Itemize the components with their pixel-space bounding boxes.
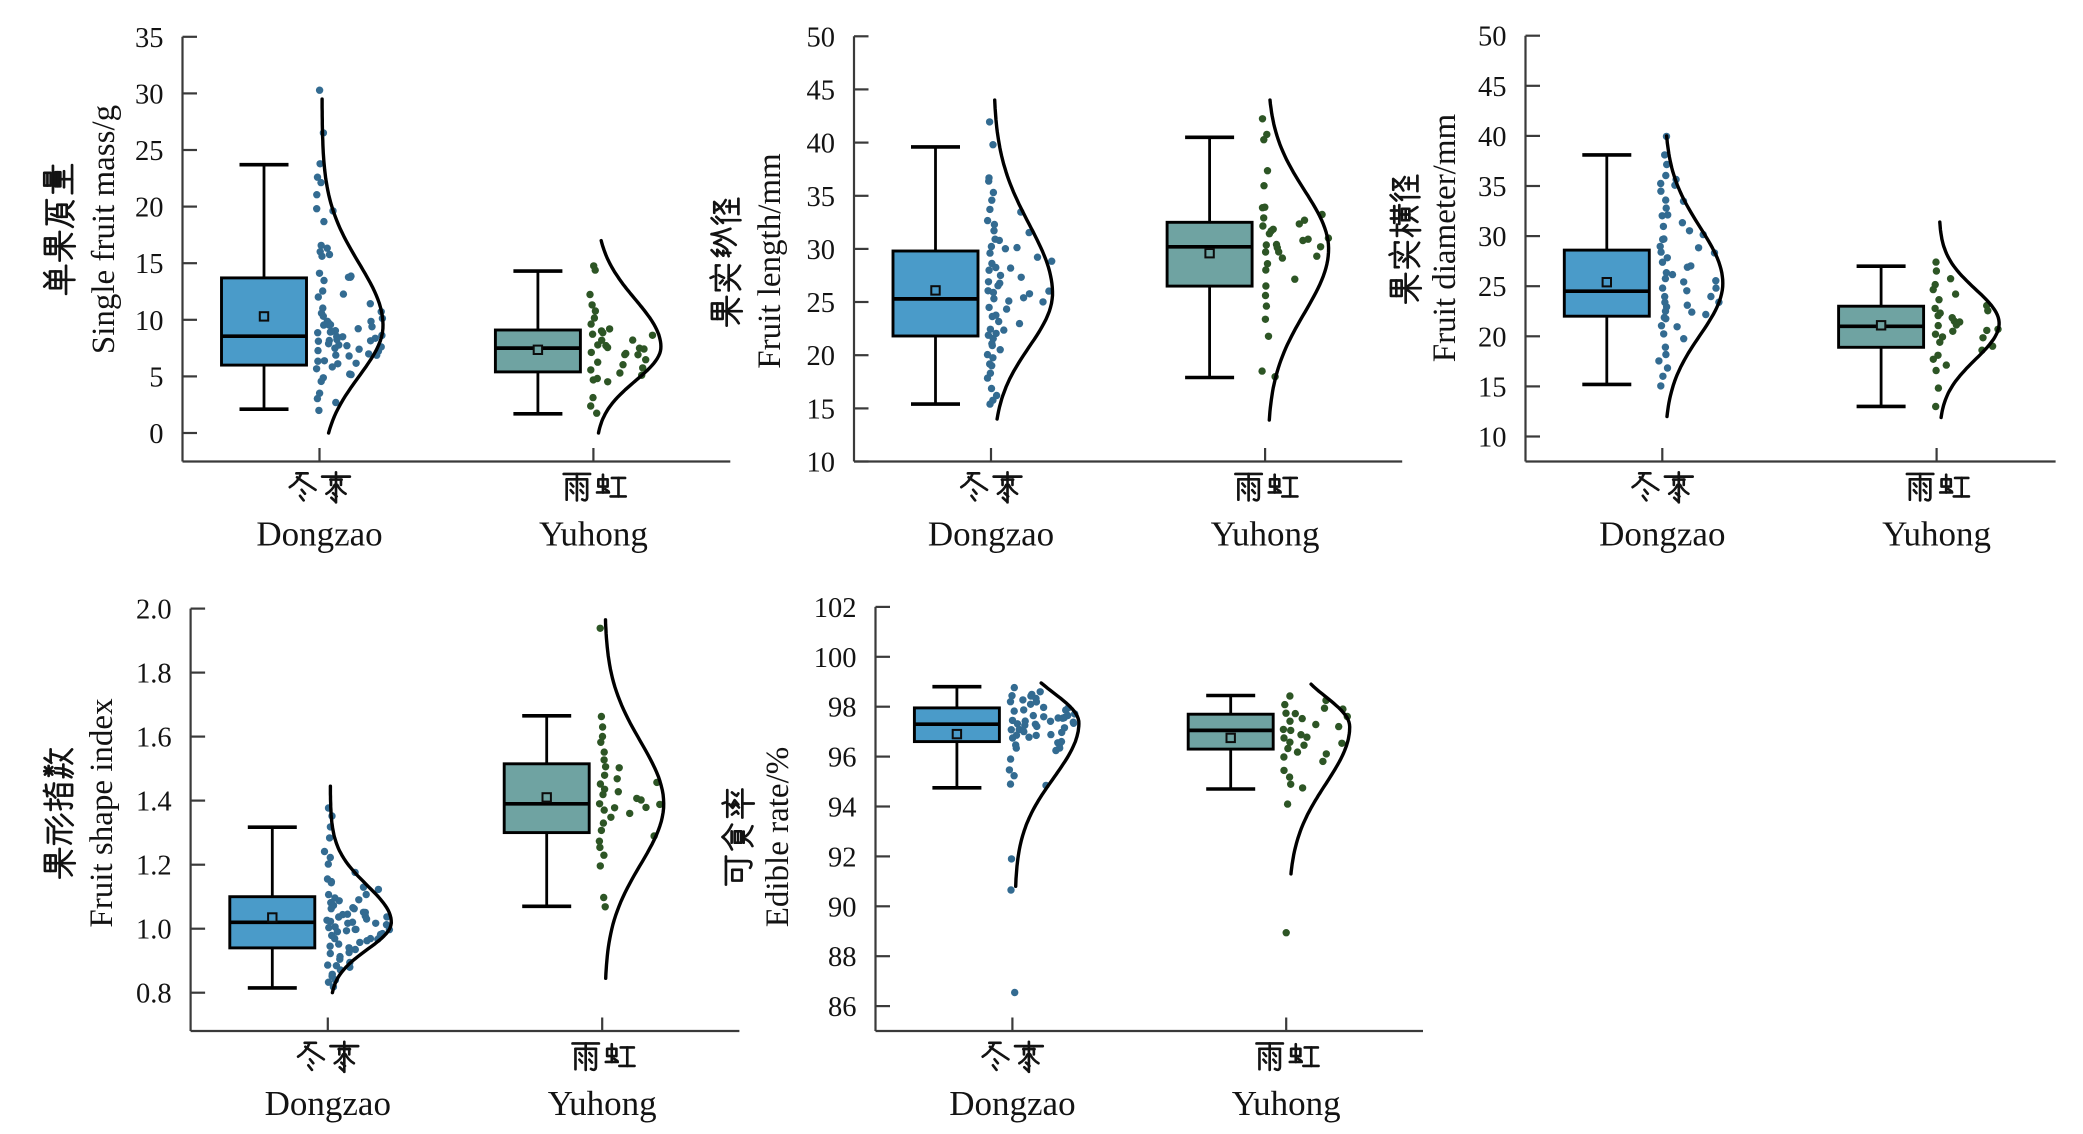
svg-text:0: 0	[149, 419, 163, 450]
svg-text:45: 45	[807, 75, 836, 106]
svg-text:20: 20	[1478, 322, 1507, 353]
svg-text:Dongzao: Dongzao	[1599, 515, 1725, 554]
svg-text:1.0: 1.0	[136, 915, 172, 946]
svg-text:25: 25	[807, 288, 836, 319]
svg-text:20: 20	[135, 193, 164, 224]
svg-text:86: 86	[828, 992, 857, 1023]
svg-text:94: 94	[828, 793, 857, 824]
svg-text:35: 35	[135, 23, 164, 54]
svg-text:45: 45	[1478, 72, 1507, 103]
svg-text:88: 88	[828, 942, 857, 973]
svg-text:2.0: 2.0	[136, 595, 172, 626]
svg-text:98: 98	[828, 693, 857, 724]
svg-text:Dongzao: Dongzao	[928, 515, 1054, 554]
svg-text:0.8: 0.8	[136, 979, 172, 1010]
svg-text:100: 100	[814, 643, 857, 674]
svg-text:96: 96	[828, 743, 857, 774]
svg-text:1.8: 1.8	[136, 659, 172, 690]
svg-text:50: 50	[807, 22, 836, 53]
svg-text:35: 35	[807, 182, 836, 213]
svg-text:Yuhong: Yuhong	[1211, 515, 1320, 554]
svg-text:15: 15	[807, 394, 836, 425]
svg-text:25: 25	[135, 136, 164, 167]
svg-text:Yuhong: Yuhong	[539, 515, 648, 554]
svg-text:30: 30	[135, 79, 164, 110]
svg-text:Edible rate/%: Edible rate/%	[760, 747, 796, 928]
svg-text:1.6: 1.6	[136, 723, 172, 754]
svg-text:90: 90	[828, 892, 857, 923]
svg-text:10: 10	[135, 306, 164, 337]
svg-text:5: 5	[149, 362, 163, 393]
svg-text:1.4: 1.4	[136, 787, 172, 818]
svg-text:Fruit shape index: Fruit shape index	[84, 698, 120, 928]
svg-text:15: 15	[1478, 372, 1507, 403]
svg-text:Dongzao: Dongzao	[256, 515, 382, 554]
svg-text:Single fruit mass/g: Single fruit mass/g	[86, 105, 122, 354]
svg-text:30: 30	[1478, 222, 1507, 253]
svg-text:1.2: 1.2	[136, 851, 172, 882]
svg-text:Yuhong: Yuhong	[1882, 515, 1991, 554]
svg-text:102: 102	[814, 593, 857, 624]
svg-text:Yuhong: Yuhong	[1232, 1084, 1341, 1123]
svg-text:Fruit diameter/mm: Fruit diameter/mm	[1427, 113, 1463, 362]
svg-text:10: 10	[807, 448, 836, 479]
svg-text:15: 15	[135, 249, 164, 280]
svg-text:Dongzao: Dongzao	[949, 1084, 1075, 1123]
svg-text:10: 10	[1478, 423, 1507, 454]
svg-text:35: 35	[1478, 172, 1507, 203]
svg-text:Fruit length/mm: Fruit length/mm	[752, 153, 788, 369]
svg-text:Yuhong: Yuhong	[548, 1084, 657, 1123]
svg-text:92: 92	[828, 842, 857, 873]
svg-text:30: 30	[807, 235, 836, 266]
svg-text:20: 20	[807, 341, 836, 372]
svg-text:40: 40	[807, 129, 836, 160]
svg-text:50: 50	[1478, 22, 1507, 53]
svg-text:40: 40	[1478, 122, 1507, 153]
svg-text:25: 25	[1478, 272, 1507, 303]
svg-text:Dongzao: Dongzao	[265, 1084, 391, 1123]
